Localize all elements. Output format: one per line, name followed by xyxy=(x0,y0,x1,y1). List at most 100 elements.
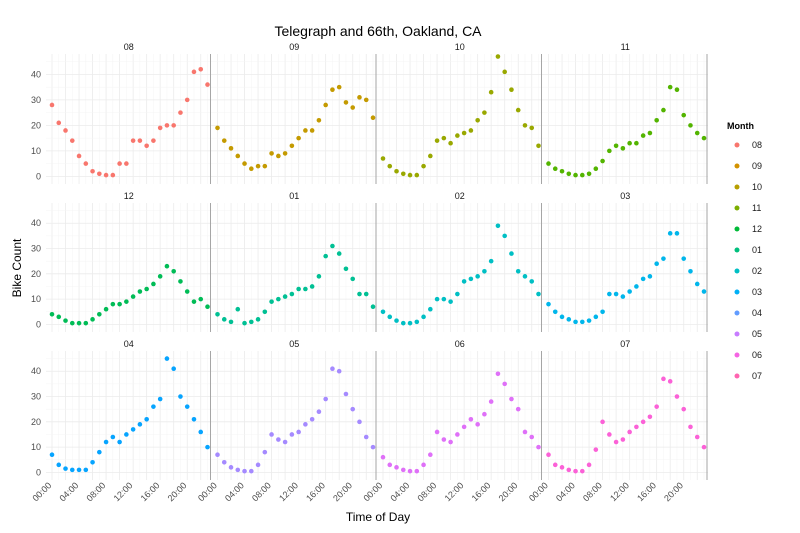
panel-background xyxy=(211,54,377,184)
data-point xyxy=(164,263,170,269)
data-point xyxy=(475,117,480,123)
data-point xyxy=(171,268,176,274)
data-point xyxy=(309,128,315,133)
data-point xyxy=(357,95,362,100)
data-point xyxy=(529,434,535,440)
data-point xyxy=(448,299,453,304)
data-point xyxy=(184,289,190,294)
legend-item: 01 xyxy=(734,245,762,255)
data-point xyxy=(296,429,301,435)
legend-item: 05 xyxy=(734,329,762,339)
data-point xyxy=(441,135,447,141)
data-point xyxy=(370,304,376,310)
data-point xyxy=(191,69,197,75)
data-point xyxy=(255,462,261,468)
panel-background xyxy=(542,351,708,480)
data-point xyxy=(701,444,707,450)
data-point xyxy=(640,276,646,282)
data-point xyxy=(475,274,480,279)
data-point xyxy=(580,319,585,325)
data-point xyxy=(262,163,268,169)
x-tick-label: 04:00 xyxy=(388,480,411,503)
data-point xyxy=(600,158,605,164)
data-point xyxy=(63,466,68,471)
x-tick-label: 16:00 xyxy=(470,480,493,503)
data-point xyxy=(573,172,578,178)
y-axis-title: Bike Count xyxy=(10,238,24,297)
data-point xyxy=(282,294,288,299)
data-point xyxy=(235,467,241,473)
data-point xyxy=(269,151,274,156)
data-point xyxy=(330,243,335,249)
data-point xyxy=(428,306,433,312)
data-point xyxy=(242,468,247,474)
data-point xyxy=(97,449,102,455)
data-point xyxy=(276,153,281,159)
data-point xyxy=(434,138,440,143)
data-point xyxy=(164,123,170,128)
data-point xyxy=(654,404,659,409)
data-point xyxy=(546,301,551,307)
data-point xyxy=(151,138,156,143)
data-point xyxy=(323,253,328,259)
data-point xyxy=(607,148,612,154)
data-point xyxy=(164,356,170,361)
data-point xyxy=(69,320,75,326)
data-point xyxy=(674,231,680,236)
data-point xyxy=(613,143,619,149)
data-point xyxy=(336,251,342,256)
data-point xyxy=(468,276,474,282)
y-tick-label: 30 xyxy=(31,244,41,254)
x-tick-label: 16:00 xyxy=(635,480,658,503)
x-tick-label: 08:00 xyxy=(581,480,604,503)
data-point xyxy=(654,117,659,123)
data-point xyxy=(586,318,592,323)
data-point xyxy=(157,125,163,131)
data-point xyxy=(536,143,541,149)
data-point xyxy=(607,432,612,437)
data-point xyxy=(482,411,487,417)
x-tick-label: 00:00 xyxy=(361,480,384,503)
legend-item: 11 xyxy=(734,203,761,213)
data-point xyxy=(529,279,535,284)
data-point xyxy=(350,276,356,282)
data-point xyxy=(482,268,487,274)
data-point xyxy=(488,258,494,264)
x-tick-label: 16:00 xyxy=(139,480,162,503)
data-point xyxy=(515,406,521,412)
facet-strip-label: 06 xyxy=(455,339,465,349)
legend-item: 10 xyxy=(734,182,762,192)
data-point xyxy=(502,381,507,387)
legend-item: 06 xyxy=(734,350,762,360)
data-point xyxy=(289,432,295,437)
data-point xyxy=(414,468,420,474)
data-point xyxy=(559,168,565,174)
legend-item: 03 xyxy=(734,287,762,297)
data-point xyxy=(336,84,342,90)
data-point xyxy=(573,319,578,325)
data-point xyxy=(566,467,572,473)
chart-title: Telegraph and 66th, Oakland, CA xyxy=(274,23,482,39)
data-point xyxy=(63,128,68,133)
data-point xyxy=(296,286,301,292)
data-point xyxy=(90,168,95,174)
data-point xyxy=(387,314,393,320)
data-point xyxy=(593,166,599,172)
y-tick-label: 40 xyxy=(31,69,41,79)
legend-label: 06 xyxy=(752,350,762,360)
data-point xyxy=(103,306,109,312)
y-tick-label: 20 xyxy=(31,417,41,427)
y-tick-label: 20 xyxy=(31,269,41,279)
data-point xyxy=(242,320,247,326)
data-point xyxy=(468,128,474,133)
data-point xyxy=(566,171,572,177)
data-point xyxy=(137,289,143,294)
x-tick-label: 04:00 xyxy=(554,480,577,503)
data-point xyxy=(316,117,322,123)
x-tick-label: 00:00 xyxy=(196,480,219,503)
legend-key xyxy=(734,268,740,274)
data-point xyxy=(144,286,149,292)
data-point xyxy=(407,172,413,178)
data-point xyxy=(110,301,116,307)
